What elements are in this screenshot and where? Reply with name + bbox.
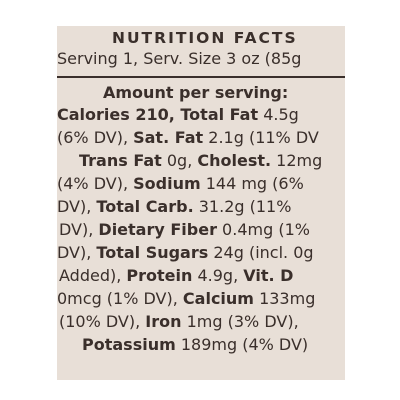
vitamin-d-value: 0mcg (1% DV), bbox=[57, 289, 183, 308]
nutrition-label-photo: NUTRITION FACTS Serving 1, Serv. Size 3 … bbox=[57, 26, 345, 380]
nutrient-line-potassium: Potassium 189mg (4% DV) bbox=[82, 335, 308, 355]
sat-fat-value: 2.1g (11% DV bbox=[203, 128, 319, 147]
potassium-label: Potassium bbox=[82, 335, 176, 354]
sat-fat-label: Sat. Fat bbox=[133, 128, 204, 147]
trans-fat-value: 0g, bbox=[161, 151, 198, 170]
total-fat-value: 4.5g bbox=[258, 105, 299, 124]
iron-label: Iron bbox=[145, 312, 182, 331]
nutrient-line-sat-fat: (6% DV), Sat. Fat 2.1g (11% DV bbox=[57, 128, 319, 148]
protein-value: 4.9g, bbox=[192, 266, 244, 285]
sodium-label: Sodium bbox=[133, 174, 201, 193]
calcium-dv-value: (10% DV), bbox=[59, 312, 146, 331]
fiber-dv-value: DV), bbox=[57, 243, 97, 262]
total-sugars-value: 24g (incl. 0g bbox=[208, 243, 314, 262]
cholesterol-label: Cholest. bbox=[197, 151, 272, 170]
dietary-fiber-value: 0.4mg (1% bbox=[216, 220, 310, 239]
sodium-value: 144 mg (6% bbox=[200, 174, 304, 193]
trans-fat-label: Trans Fat bbox=[79, 151, 162, 170]
nutrient-line-total-carb: DV), Total Carb. 31.2g (11% bbox=[57, 197, 291, 217]
nutrient-line-calcium: 0mcg (1% DV), Calcium 133mg bbox=[57, 289, 315, 309]
divider-line bbox=[57, 76, 345, 78]
potassium-value: 189mg (4% DV) bbox=[175, 335, 309, 354]
total-sugars-label: Total Sugars bbox=[96, 243, 209, 262]
calcium-value: 133mg bbox=[253, 289, 316, 308]
amount-per-serving-heading: Amount per serving: bbox=[103, 83, 289, 102]
total-carb-value: 31.2g (11% bbox=[193, 197, 292, 216]
sodium-dv-value: DV), bbox=[57, 197, 97, 216]
vitamin-d-label: Vit. D bbox=[243, 266, 294, 285]
added-sugars-value: Added), bbox=[59, 266, 127, 285]
nutrient-line-total-sugars: DV), Total Sugars 24g (incl. 0g bbox=[57, 243, 314, 263]
nutrition-title: NUTRITION FACTS bbox=[112, 29, 298, 47]
nutrient-line-sodium: (4% DV), Sodium 144 mg (6% bbox=[57, 174, 304, 194]
nutrient-line-protein: Added), Protein 4.9g, Vit. D bbox=[59, 266, 293, 286]
nutrition-facts-panel: NUTRITION FACTS Serving 1, Serv. Size 3 … bbox=[57, 26, 345, 380]
protein-label: Protein bbox=[126, 266, 193, 285]
cholesterol-value: 12mg bbox=[271, 151, 323, 170]
carb-dv-value: DV), bbox=[59, 220, 99, 239]
dietary-fiber-label: Dietary Fiber bbox=[98, 220, 217, 239]
calcium-label: Calcium bbox=[182, 289, 254, 308]
nutrient-line-iron: (10% DV), Iron 1mg (3% DV), bbox=[59, 312, 299, 332]
calories-total-fat-label: Calories 210, Total Fat bbox=[57, 105, 259, 124]
nutrient-line-dietary-fiber: DV), Dietary Fiber 0.4mg (1% bbox=[59, 220, 310, 240]
fat-dv-value: (6% DV), bbox=[57, 128, 134, 147]
serving-size-line: Serving 1, Serv. Size 3 oz (85g bbox=[57, 49, 302, 68]
cholesterol-dv-value: (4% DV), bbox=[57, 174, 134, 193]
total-carb-label: Total Carb. bbox=[96, 197, 194, 216]
iron-value: 1mg (3% DV), bbox=[181, 312, 299, 331]
nutrient-line-calories-fat: Calories 210, Total Fat 4.5g bbox=[57, 105, 299, 125]
nutrient-line-trans-fat: Trans Fat 0g, Cholest. 12mg bbox=[79, 151, 322, 171]
